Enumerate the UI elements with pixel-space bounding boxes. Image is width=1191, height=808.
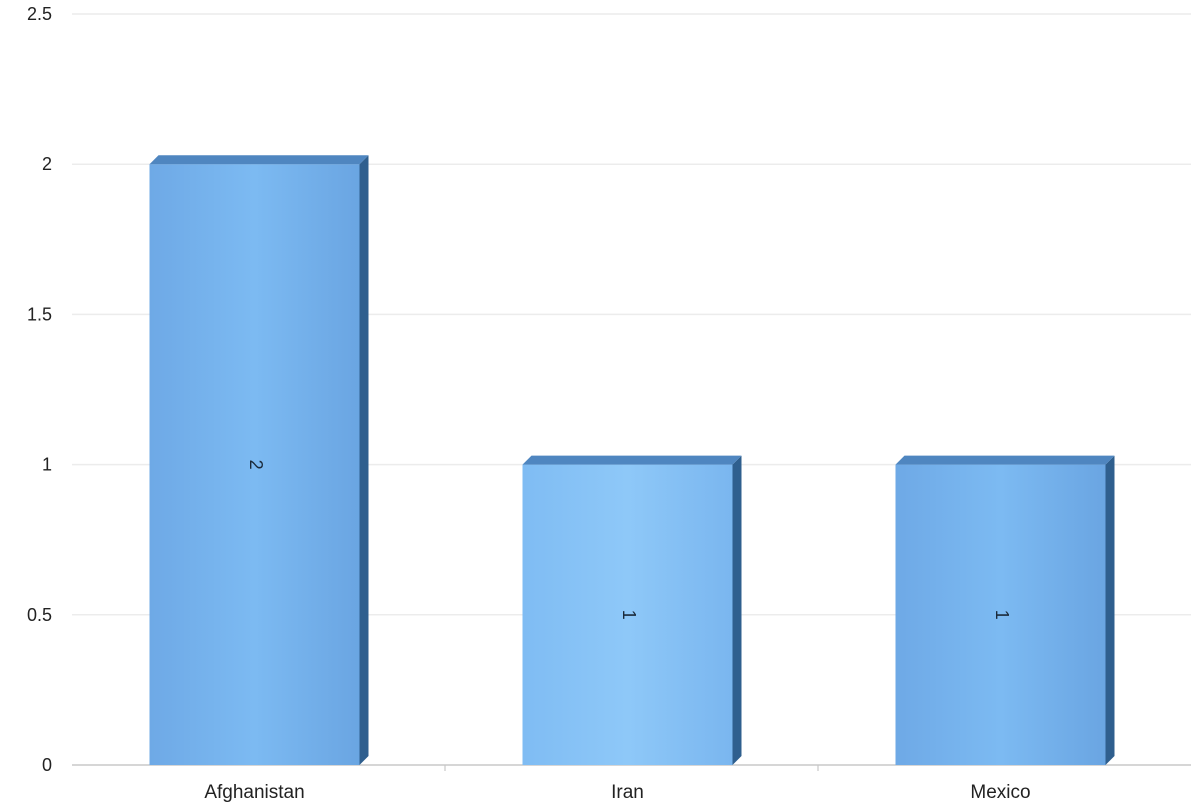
bar-mexico — [895, 464, 1106, 765]
bar-data-label: 1 — [992, 610, 1012, 620]
bar-side-mexico — [1105, 455, 1115, 765]
bar-top-mexico — [895, 455, 1115, 465]
bars: 2 1 1 — [149, 155, 1115, 765]
bar-data-label: 1 — [619, 610, 639, 620]
x-axis: Afghanistan Iran Mexico — [204, 765, 1031, 803]
x-tick-label: Afghanistan — [204, 782, 304, 803]
bar-data-label: 2 — [246, 460, 266, 470]
bar-side-iran — [732, 455, 742, 765]
bar-afghanistan — [149, 164, 360, 765]
bar-iran — [522, 464, 733, 765]
y-tick-label: 2.5 — [27, 4, 52, 24]
y-tick-label: 0.5 — [27, 605, 52, 625]
bar-side-afghanistan — [359, 155, 369, 765]
y-axis: 0 0.5 1 1.5 2 2.5 — [27, 4, 52, 775]
x-tick-label: Mexico — [970, 782, 1030, 803]
y-tick-label: 1 — [42, 455, 52, 475]
bar-top-iran — [522, 455, 742, 465]
bar-top-afghanistan — [149, 155, 369, 165]
y-tick-label: 0 — [42, 755, 52, 775]
y-tick-label: 1.5 — [27, 304, 52, 324]
x-tick-label: Iran — [611, 782, 644, 803]
y-tick-label: 2 — [42, 154, 52, 174]
